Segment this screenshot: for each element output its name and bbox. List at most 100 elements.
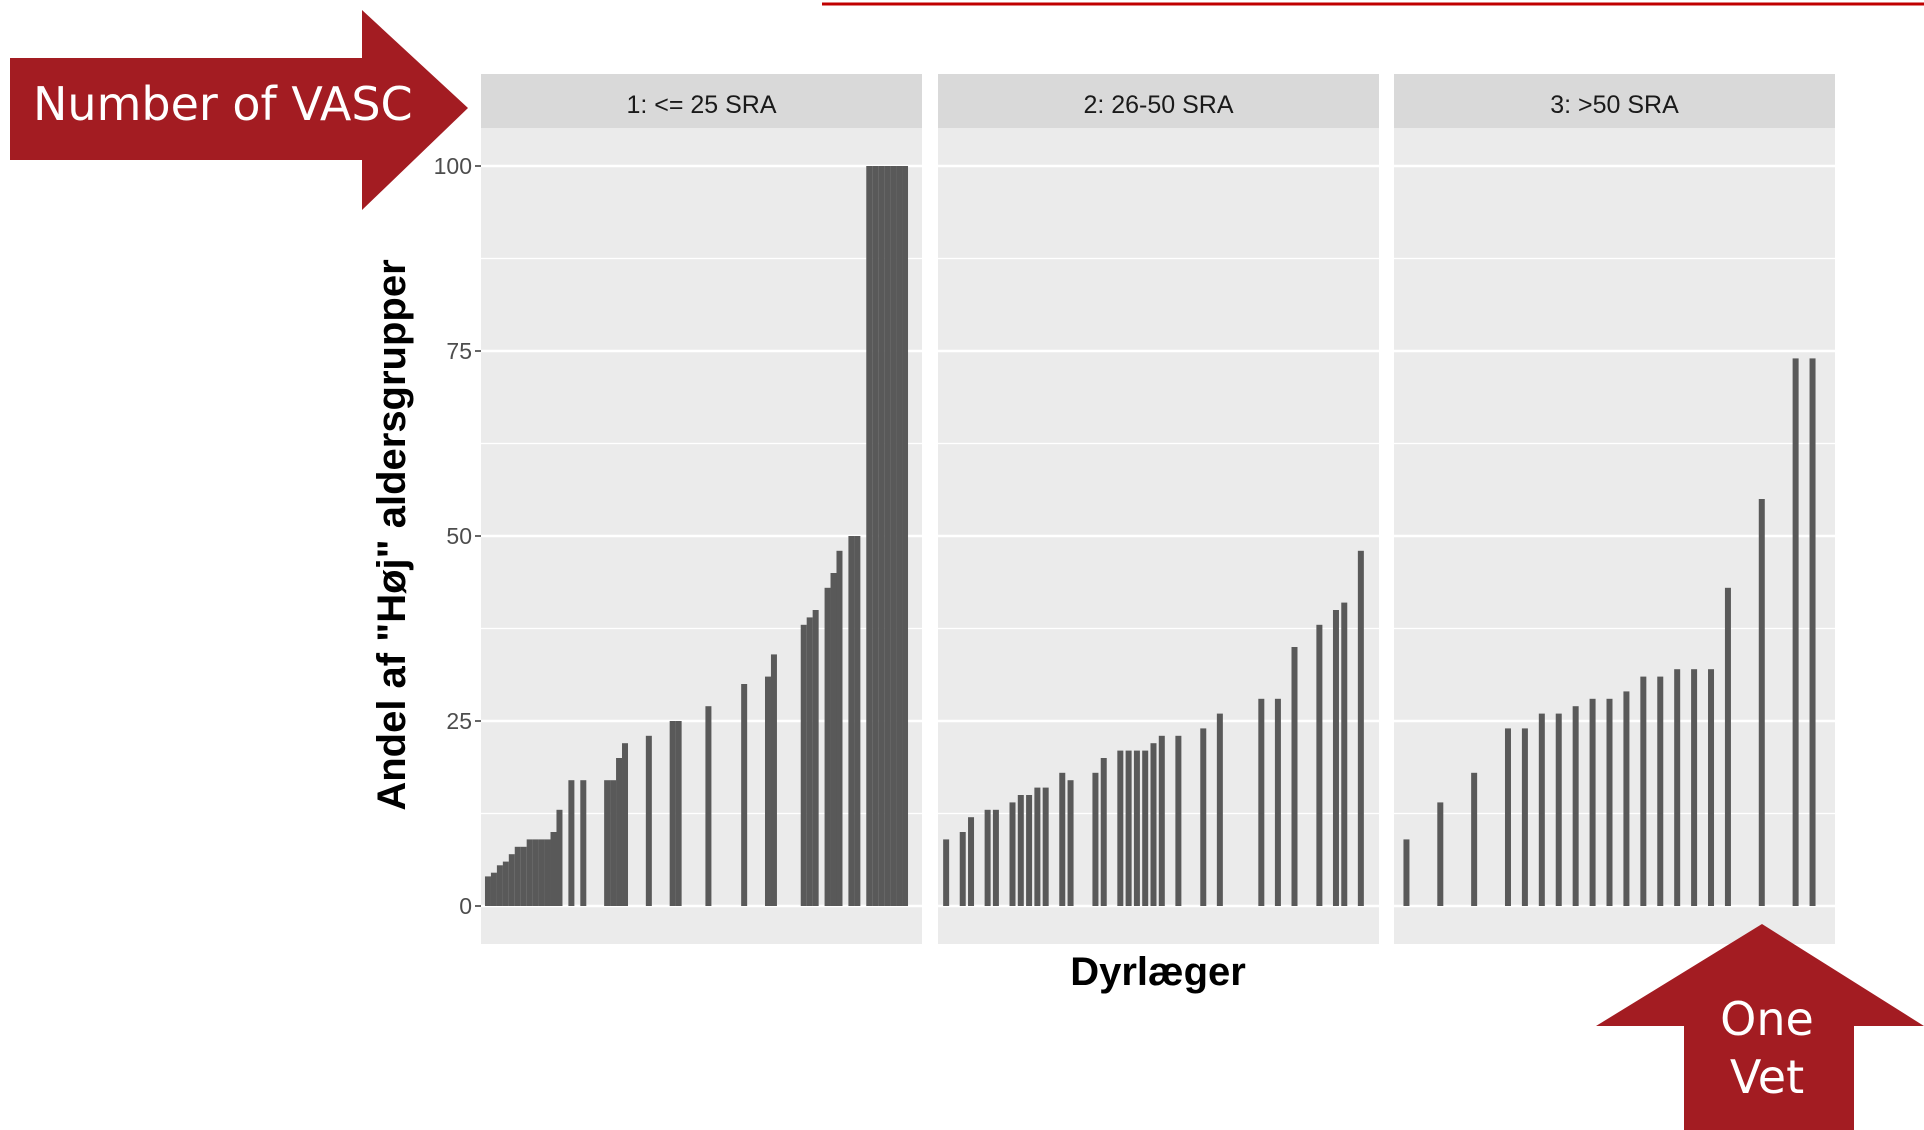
bar <box>1158 735 1165 906</box>
x-axis-title: Dyrlæger <box>1070 950 1246 994</box>
bar <box>1150 743 1157 906</box>
bar <box>496 865 503 906</box>
bar <box>1471 772 1478 906</box>
bar <box>1357 550 1364 906</box>
bar <box>1724 587 1731 906</box>
bar <box>622 743 629 906</box>
bar <box>1059 772 1066 906</box>
bar <box>1017 795 1024 906</box>
bar <box>556 809 563 906</box>
bar <box>502 861 509 906</box>
bar <box>526 839 533 906</box>
bar <box>1200 728 1207 906</box>
bar <box>770 654 777 906</box>
facet-strip <box>481 74 922 128</box>
facet-strip-label: 3: >50 SRA <box>1550 91 1679 119</box>
y-axis-title: Andel af "Høj" aldersgrupper <box>370 259 414 810</box>
y-axis: 0 25 50 75 100 <box>434 153 481 919</box>
bar <box>550 832 557 906</box>
bar <box>806 617 813 906</box>
facet-strip-label: 1: <= 25 SRA <box>626 91 776 119</box>
facet-panel: 1: <= 25 SRA <box>481 74 922 944</box>
facet-panels: 1: <= 25 SRA 2: 26-50 SRA 3: >50 SRA <box>481 74 1835 944</box>
bar <box>1274 698 1281 906</box>
bar <box>836 550 843 906</box>
bar <box>968 817 975 906</box>
callout-arrow-bottom <box>1596 924 1924 1130</box>
bar <box>616 758 623 906</box>
bar <box>896 166 903 906</box>
facet-panel: 3: >50 SRA <box>1394 74 1835 944</box>
bar <box>866 166 873 906</box>
bar <box>1606 698 1613 906</box>
facet-strip <box>1394 74 1835 128</box>
bar <box>1691 669 1698 906</box>
bar <box>1572 706 1579 906</box>
bar <box>1034 787 1041 906</box>
bar <box>884 166 891 906</box>
bar <box>984 809 991 906</box>
bar <box>1758 499 1765 906</box>
bar <box>604 780 611 906</box>
bar <box>1589 698 1596 906</box>
bar <box>902 166 909 906</box>
bar <box>1623 691 1630 906</box>
bar <box>943 839 950 906</box>
bar <box>544 839 551 906</box>
y-tick-label: 75 <box>446 338 472 364</box>
bar <box>1521 728 1528 906</box>
bar <box>824 587 831 906</box>
callout-bottom-text-line2: Vet <box>1730 1050 1804 1104</box>
bar <box>878 166 885 906</box>
bar <box>669 721 676 906</box>
bar <box>1092 772 1099 906</box>
bar <box>854 536 861 906</box>
bar <box>610 780 617 906</box>
y-tick-label: 25 <box>446 708 472 734</box>
bar <box>890 166 897 906</box>
bar <box>800 624 807 906</box>
bar <box>1100 758 1107 906</box>
bar <box>1117 750 1124 906</box>
callout-arrow-left <box>10 10 468 210</box>
bar <box>1316 624 1323 906</box>
bar <box>1042 787 1049 906</box>
callout-bottom-text-line1: One <box>1720 992 1814 1046</box>
bar <box>705 706 712 906</box>
bar <box>1332 610 1339 906</box>
bar <box>538 839 545 906</box>
y-tick-label: 50 <box>446 523 472 549</box>
bar <box>830 573 837 906</box>
bar <box>1437 802 1444 906</box>
bar <box>812 610 819 906</box>
bar <box>1133 750 1140 906</box>
bar <box>1538 713 1545 906</box>
bar <box>1291 647 1298 906</box>
bar <box>1640 676 1647 906</box>
bar <box>1009 802 1016 906</box>
bar <box>1708 669 1715 906</box>
bar <box>645 735 652 906</box>
bar <box>848 536 855 906</box>
bar <box>514 846 521 906</box>
bar <box>580 780 587 906</box>
bar <box>1216 713 1223 906</box>
bar <box>520 846 527 906</box>
bar <box>1674 669 1681 906</box>
bar <box>484 876 491 906</box>
bar <box>1175 735 1182 906</box>
facet-panel: 2: 26-50 SRA <box>938 74 1379 944</box>
bar <box>872 166 879 906</box>
bar <box>1067 780 1074 906</box>
facet-strip-label: 2: 26-50 SRA <box>1083 91 1233 119</box>
bar <box>675 721 682 906</box>
y-tick-label: 100 <box>434 153 472 179</box>
bar <box>1026 795 1033 906</box>
bar <box>1555 713 1562 906</box>
bar <box>1142 750 1149 906</box>
bar <box>532 839 539 906</box>
bar <box>1792 358 1799 906</box>
bar <box>1504 728 1511 906</box>
bar <box>741 684 748 906</box>
